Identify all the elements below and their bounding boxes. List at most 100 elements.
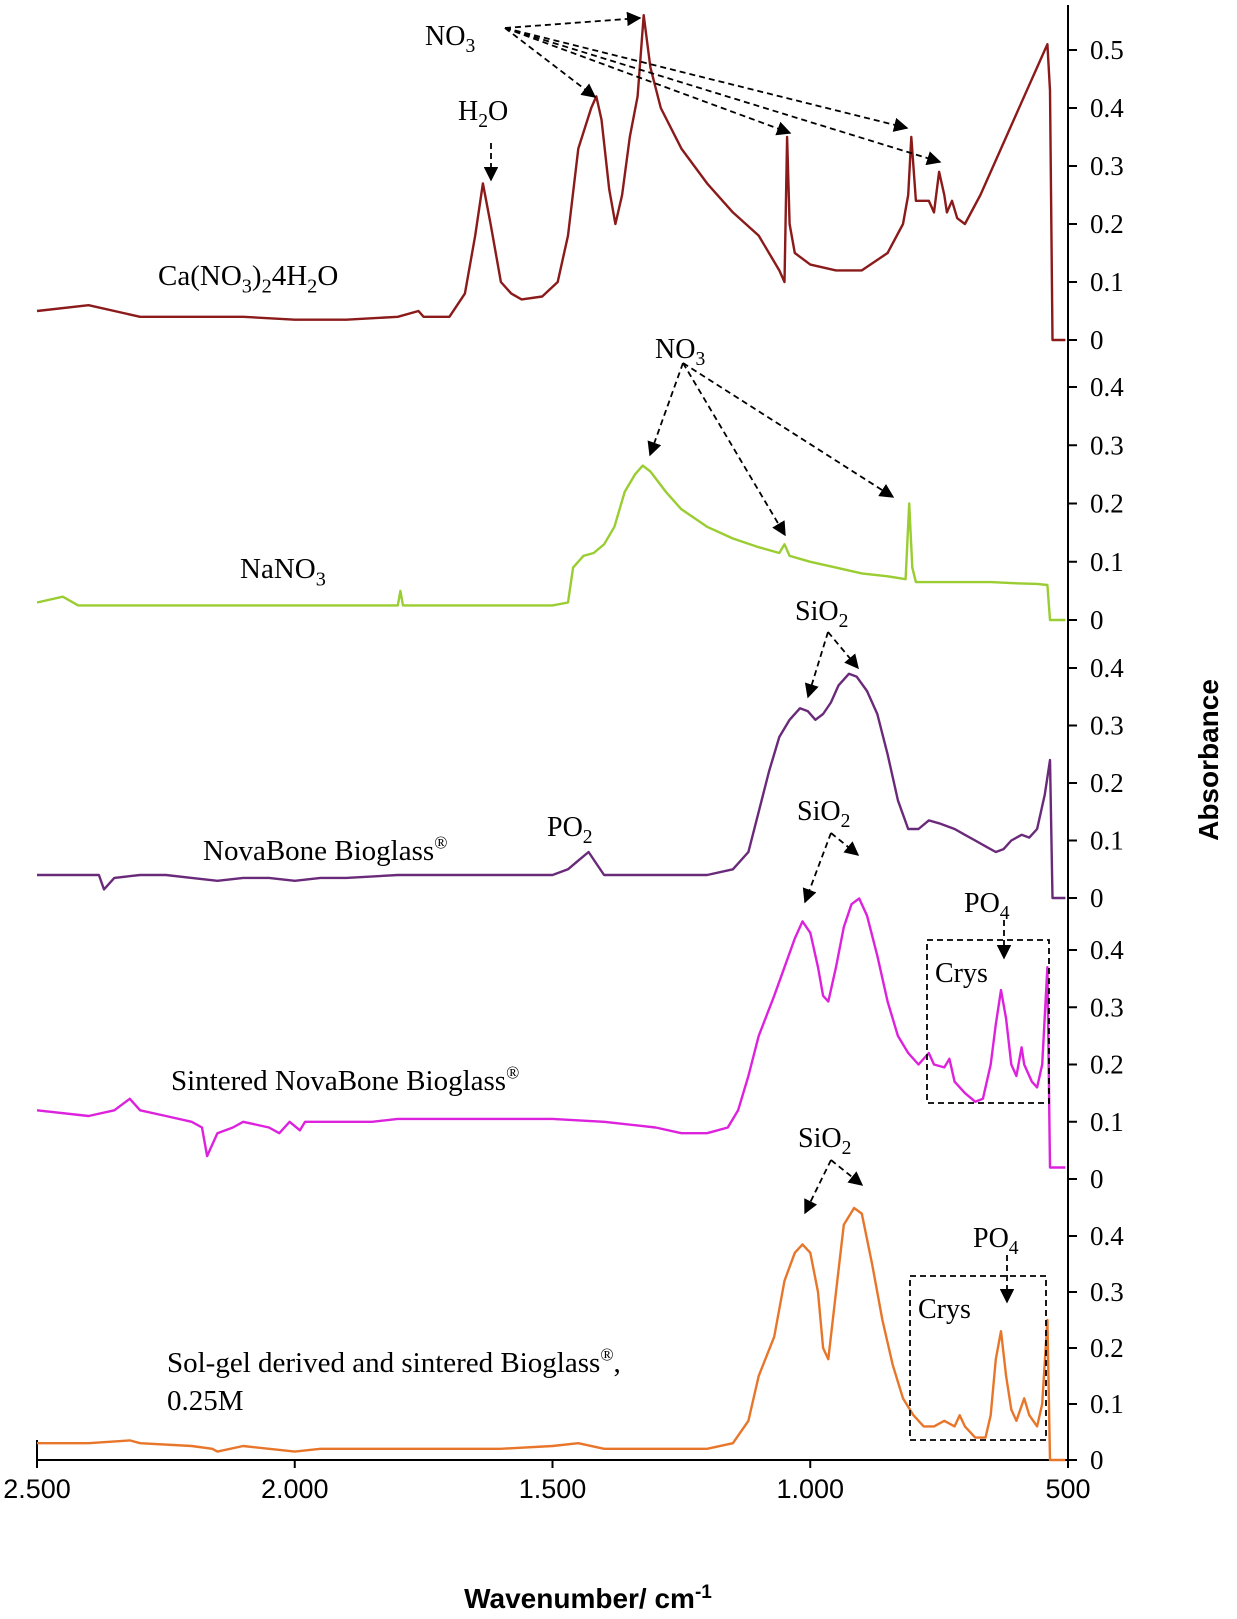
label-part: NovaBone Bioglass xyxy=(203,835,434,867)
y-tick-label: 0 xyxy=(1090,1445,1104,1475)
label-part: SiO xyxy=(795,596,839,627)
series-label-line2: 0.25M xyxy=(167,1385,244,1417)
annotation-arrow xyxy=(802,832,832,904)
peak-label: NO3 xyxy=(655,334,705,370)
spectrum-line xyxy=(36,14,1066,342)
y-tick-label: 0.1 xyxy=(1090,826,1124,856)
label-part: 2 xyxy=(583,827,593,848)
peak-label: H2O xyxy=(458,96,508,132)
label-part: 3 xyxy=(242,275,252,297)
x-tick-label: 500 xyxy=(1045,1474,1090,1504)
x-tick-label: 1.500 xyxy=(519,1474,587,1504)
label-part: Sol-gel derived and sintered Bioglass xyxy=(167,1347,600,1379)
x-axis-label-superscript: -1 xyxy=(695,1582,712,1603)
y-tick-label: 0.3 xyxy=(1090,1277,1124,1307)
annotation-arrow xyxy=(647,362,684,457)
axes: 2.500 2.000 1.500 1.000 50000.10.20.30.40.50… xyxy=(3,5,1124,1504)
crys-label: Crys xyxy=(918,1294,971,1325)
label-part: O xyxy=(488,96,508,127)
label-part: 4H xyxy=(272,260,308,292)
label-part: ® xyxy=(600,1344,613,1364)
annotation-arrow xyxy=(830,832,860,856)
y-tick-label: 0.4 xyxy=(1090,372,1124,402)
crys-label: Crys xyxy=(935,958,988,989)
y-tick-label: 0.1 xyxy=(1090,1389,1124,1419)
label-part: , xyxy=(614,1347,621,1379)
y-tick-label: 0.2 xyxy=(1090,209,1124,239)
label-part: Ca(NO xyxy=(158,260,242,292)
y-tick-label: 0 xyxy=(1090,883,1104,913)
label-part: PO xyxy=(547,812,583,843)
crys-box xyxy=(926,939,1050,1104)
label-part: 4 xyxy=(1000,903,1010,924)
y-tick-label: 0 xyxy=(1090,325,1104,355)
label-part: 3 xyxy=(465,36,475,57)
y-tick-label: 0.1 xyxy=(1090,1107,1124,1137)
peak-label: PO2 xyxy=(547,812,593,848)
y-tick-label: 0.1 xyxy=(1090,547,1124,577)
annotation-arrow xyxy=(804,1159,832,1215)
label-part: SiO xyxy=(797,796,841,827)
annotation-arrow xyxy=(830,1159,864,1186)
label-part: Crys xyxy=(918,1294,971,1325)
spectrum-panel xyxy=(37,1206,1066,1462)
label-part: 2 xyxy=(262,275,272,297)
peak-label: NO3 xyxy=(425,21,475,57)
annotation-arrow xyxy=(504,11,642,29)
spectra-panels xyxy=(36,14,1066,1462)
series-label: Sintered NovaBone Bioglass® xyxy=(171,1062,519,1097)
label-part: Crys xyxy=(935,958,988,989)
series-label: NovaBone Bioglass® xyxy=(203,832,447,867)
peak-label: SiO2 xyxy=(797,796,850,832)
label-part: NaNO xyxy=(240,553,316,585)
x-axis-label: Wavenumber/ cm-1 xyxy=(464,1582,712,1614)
label-part: ) xyxy=(252,260,262,292)
x-tick-label: 2.500 xyxy=(3,1474,71,1504)
label-part: 2 xyxy=(841,811,851,832)
y-tick-label: 0.3 xyxy=(1090,151,1124,181)
label-part: NO xyxy=(655,334,695,365)
peak-label: SiO2 xyxy=(795,596,848,632)
y-tick-label: 0.1 xyxy=(1090,267,1124,297)
label-part: 2 xyxy=(839,611,849,632)
spectrum-line xyxy=(37,672,1066,900)
label-part: PO xyxy=(964,888,1000,919)
y-axis-label: Absorbance xyxy=(1193,679,1224,841)
annotation-arrow xyxy=(804,631,829,699)
y-tick-label: 0.3 xyxy=(1090,430,1124,460)
annotation-arrow xyxy=(827,631,859,670)
annotation-arrow xyxy=(504,27,792,136)
label-part: PO xyxy=(973,1223,1009,1254)
annotation-arrow xyxy=(682,362,786,537)
spectrum-line xyxy=(36,897,1066,1169)
x-tick-label: 2.000 xyxy=(261,1474,329,1504)
spectrum-panel xyxy=(36,14,1066,342)
label-part: 2 xyxy=(478,111,488,132)
spectrum-panel xyxy=(36,897,1066,1169)
peak-label: PO4 xyxy=(964,888,1010,924)
spectrum-line xyxy=(36,464,1066,622)
annotation-arrow xyxy=(682,362,895,498)
series-label: NaNO3 xyxy=(240,553,326,590)
label-part: 3 xyxy=(316,568,326,590)
y-tick-label: 0 xyxy=(1090,1164,1104,1194)
y-tick-label: 0.3 xyxy=(1090,711,1124,741)
y-tick-label: 0.2 xyxy=(1090,1333,1124,1363)
spectrum-panel xyxy=(37,672,1066,900)
y-tick-label: 0.2 xyxy=(1090,1050,1124,1080)
label-part: ® xyxy=(506,1062,519,1082)
peak-label: SiO2 xyxy=(798,1123,851,1159)
y-tick-label: 0.2 xyxy=(1090,768,1124,798)
spectrum-panel xyxy=(36,464,1066,622)
label-part: 2 xyxy=(842,1138,852,1159)
annotation-arrow xyxy=(504,27,942,166)
label-part: 3 xyxy=(695,349,705,370)
label-part: 2 xyxy=(307,275,317,297)
y-tick-label: 0.4 xyxy=(1090,1221,1124,1251)
annotation-arrow xyxy=(504,27,909,132)
spectrum-line xyxy=(37,1206,1066,1462)
x-tick-label: 1.000 xyxy=(776,1474,844,1504)
series-label: Ca(NO3)24H2O xyxy=(158,260,338,297)
